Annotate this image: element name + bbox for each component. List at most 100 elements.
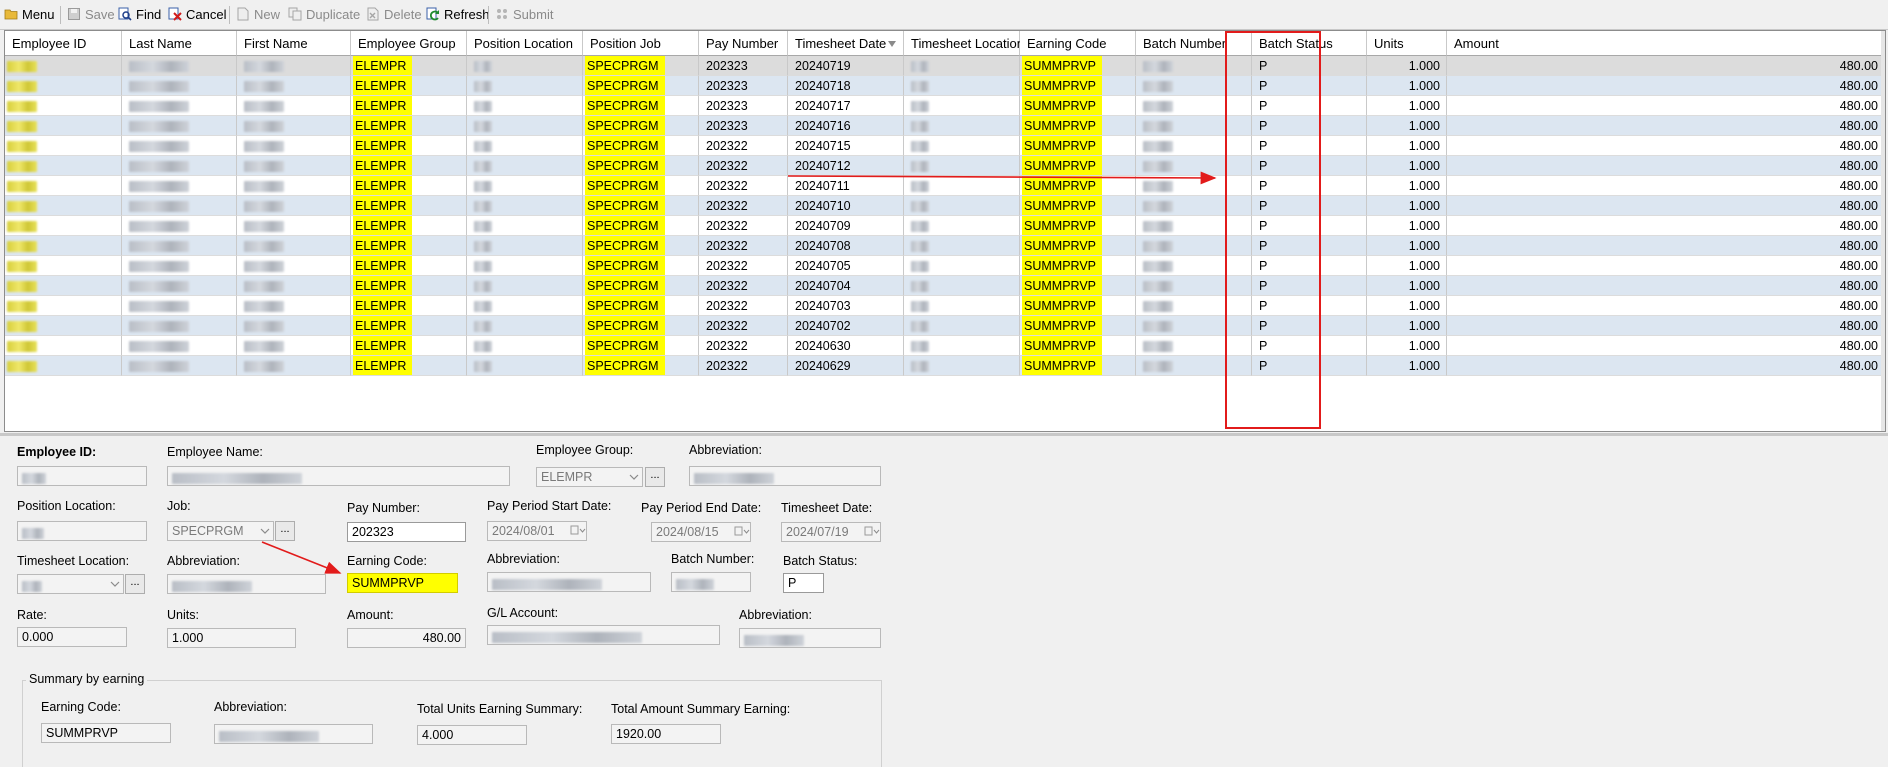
cell-employee-group[interactable]: ELEMPR xyxy=(351,356,467,376)
cell-batch-status[interactable]: P xyxy=(1252,136,1367,156)
table-row[interactable]: ELEMPR SPECPRGM 202322 20240705 SUMMPRVP P 1.0… xyxy=(5,256,1885,276)
cell-batch-number[interactable] xyxy=(1136,296,1252,316)
cell-units[interactable]: 1.000 xyxy=(1367,56,1447,76)
cell-position-job[interactable]: SPECPRGM xyxy=(583,156,699,176)
cell-position-job[interactable]: SPECPRGM xyxy=(583,296,699,316)
job-combo[interactable]: SPECPRGM xyxy=(167,521,274,541)
cell-position-location[interactable] xyxy=(467,356,583,376)
table-row[interactable]: ELEMPR SPECPRGM 202322 20240704 SUMMPRVP P 1.0… xyxy=(5,276,1885,296)
total-amount-field[interactable]: 1920.00 xyxy=(611,724,721,744)
cell-timesheet-date[interactable]: 20240629 xyxy=(788,356,904,376)
cell-pay-number[interactable]: 202322 xyxy=(699,216,788,236)
delete-button[interactable]: Delete xyxy=(366,5,422,25)
table-row[interactable]: ELEMPR SPECPRGM 202323 20240717 SUMMPRVP P 1.0… xyxy=(5,96,1885,116)
cell-timesheet-location[interactable] xyxy=(904,216,1020,236)
cell-amount[interactable]: 480.00 xyxy=(1447,316,1885,336)
cell-timesheet-location[interactable] xyxy=(904,96,1020,116)
cell-batch-number[interactable] xyxy=(1136,196,1252,216)
cell-batch-number[interactable] xyxy=(1136,56,1252,76)
cell-pay-number[interactable]: 202322 xyxy=(699,316,788,336)
cell-pay-number[interactable]: 202322 xyxy=(699,296,788,316)
cell-earning-code[interactable]: SUMMPRVP xyxy=(1020,96,1136,116)
cell-batch-status[interactable]: P xyxy=(1252,276,1367,296)
cell-last-name[interactable] xyxy=(122,236,237,256)
cell-employee-id[interactable] xyxy=(5,136,122,156)
column-header-pay-number[interactable]: Pay Number xyxy=(699,31,788,56)
cell-last-name[interactable] xyxy=(122,56,237,76)
cell-position-location[interactable] xyxy=(467,156,583,176)
cell-batch-status[interactable]: P xyxy=(1252,336,1367,356)
cell-position-job[interactable]: SPECPRGM xyxy=(583,56,699,76)
cell-timesheet-date[interactable]: 20240630 xyxy=(788,336,904,356)
position-location-field[interactable] xyxy=(17,521,147,541)
cell-employee-group[interactable]: ELEMPR xyxy=(351,256,467,276)
column-header-employee-group[interactable]: Employee Group xyxy=(351,31,467,56)
cell-employee-id[interactable] xyxy=(5,356,122,376)
cell-timesheet-location[interactable] xyxy=(904,156,1020,176)
cell-units[interactable]: 1.000 xyxy=(1367,356,1447,376)
cell-batch-number[interactable] xyxy=(1136,116,1252,136)
cell-last-name[interactable] xyxy=(122,316,237,336)
timesheet-location-abbreviation-field[interactable] xyxy=(167,574,326,594)
cell-position-location[interactable] xyxy=(467,336,583,356)
table-row[interactable]: ELEMPR SPECPRGM 202322 20240702 SUMMPRVP P 1.0… xyxy=(5,316,1885,336)
cell-employee-group[interactable]: ELEMPR xyxy=(351,76,467,96)
cell-first-name[interactable] xyxy=(237,176,351,196)
cell-position-job[interactable]: SPECPRGM xyxy=(583,256,699,276)
cell-amount[interactable]: 480.00 xyxy=(1447,276,1885,296)
employee-name-field[interactable] xyxy=(167,466,510,486)
cell-units[interactable]: 1.000 xyxy=(1367,256,1447,276)
cell-timesheet-location[interactable] xyxy=(904,336,1020,356)
cell-units[interactable]: 1.000 xyxy=(1367,176,1447,196)
table-row[interactable]: ELEMPR SPECPRGM 202323 20240719 SUMMPRVP P 1.0… xyxy=(5,56,1885,76)
units-field[interactable]: 1.000 xyxy=(167,628,296,648)
cell-timesheet-location[interactable] xyxy=(904,196,1020,216)
menu-button[interactable]: Menu xyxy=(4,5,55,25)
cell-units[interactable]: 1.000 xyxy=(1367,96,1447,116)
cell-position-job[interactable]: SPECPRGM xyxy=(583,96,699,116)
cell-first-name[interactable] xyxy=(237,216,351,236)
cell-position-job[interactable]: SPECPRGM xyxy=(583,236,699,256)
cell-amount[interactable]: 480.00 xyxy=(1447,216,1885,236)
cell-timesheet-date[interactable]: 20240718 xyxy=(788,76,904,96)
column-header-batch-number[interactable]: Batch Number xyxy=(1136,31,1252,56)
cell-timesheet-location[interactable] xyxy=(904,76,1020,96)
table-row[interactable]: ELEMPR SPECPRGM 202322 20240712 SUMMPRVP P 1.0… xyxy=(5,156,1885,176)
cell-batch-number[interactable] xyxy=(1136,356,1252,376)
earning-code-abbreviation-field[interactable] xyxy=(487,572,651,592)
cell-position-job[interactable]: SPECPRGM xyxy=(583,136,699,156)
cell-first-name[interactable] xyxy=(237,256,351,276)
cell-pay-number[interactable]: 202323 xyxy=(699,116,788,136)
cell-pay-number[interactable]: 202322 xyxy=(699,336,788,356)
cell-batch-number[interactable] xyxy=(1136,256,1252,276)
table-row[interactable]: ELEMPR SPECPRGM 202322 20240715 SUMMPRVP P 1.0… xyxy=(5,136,1885,156)
cell-last-name[interactable] xyxy=(122,156,237,176)
cell-position-location[interactable] xyxy=(467,76,583,96)
cell-amount[interactable]: 480.00 xyxy=(1447,136,1885,156)
cell-batch-status[interactable]: P xyxy=(1252,216,1367,236)
cell-earning-code[interactable]: SUMMPRVP xyxy=(1020,76,1136,96)
cell-amount[interactable]: 480.00 xyxy=(1447,116,1885,136)
cell-earning-code[interactable]: SUMMPRVP xyxy=(1020,336,1136,356)
cell-employee-id[interactable] xyxy=(5,156,122,176)
cell-pay-number[interactable]: 202322 xyxy=(699,276,788,296)
column-header-last-name[interactable]: Last Name xyxy=(122,31,237,56)
cell-timesheet-location[interactable] xyxy=(904,136,1020,156)
cell-amount[interactable]: 480.00 xyxy=(1447,56,1885,76)
cell-timesheet-date[interactable]: 20240709 xyxy=(788,216,904,236)
cell-batch-number[interactable] xyxy=(1136,276,1252,296)
gl-account-field[interactable] xyxy=(487,625,720,645)
cell-batch-status[interactable]: P xyxy=(1252,316,1367,336)
cell-timesheet-date[interactable]: 20240705 xyxy=(788,256,904,276)
cell-first-name[interactable] xyxy=(237,296,351,316)
cancel-button[interactable]: Cancel xyxy=(168,5,226,25)
cell-units[interactable]: 1.000 xyxy=(1367,116,1447,136)
cell-units[interactable]: 1.000 xyxy=(1367,136,1447,156)
cell-earning-code[interactable]: SUMMPRVP xyxy=(1020,216,1136,236)
cell-employee-group[interactable]: ELEMPR xyxy=(351,116,467,136)
cell-timesheet-location[interactable] xyxy=(904,276,1020,296)
cell-earning-code[interactable]: SUMMPRVP xyxy=(1020,296,1136,316)
cell-timesheet-date[interactable]: 20240719 xyxy=(788,56,904,76)
submit-button[interactable]: Submit xyxy=(495,5,553,25)
cell-earning-code[interactable]: SUMMPRVP xyxy=(1020,316,1136,336)
